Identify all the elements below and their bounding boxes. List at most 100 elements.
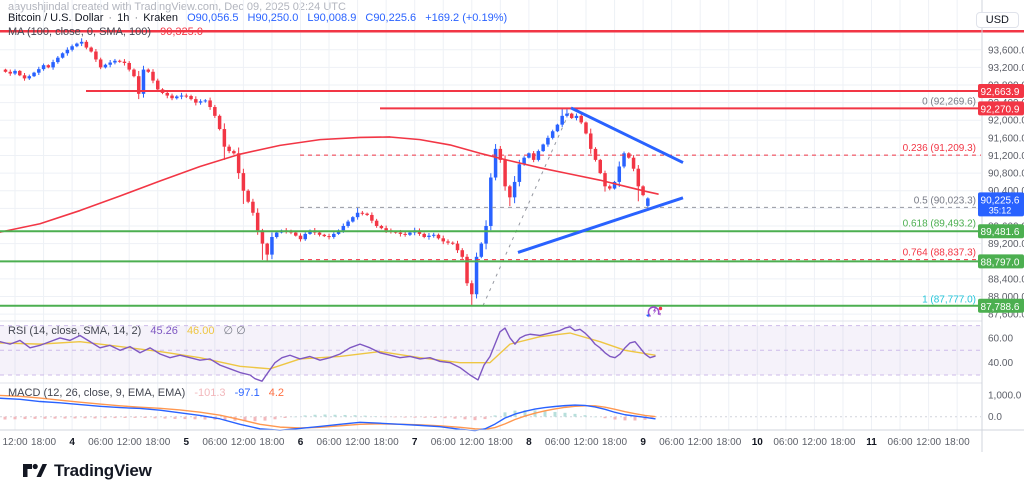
macd-hist-bar (363, 415, 367, 417)
rsi-value: 45.26 (150, 325, 178, 337)
interval-label[interactable]: 1h (117, 12, 130, 24)
time-tick-label: 06:00 (88, 437, 113, 448)
time-tick-label: 12:00 (345, 437, 370, 448)
candle-body (622, 153, 626, 167)
macd-hist-bar (603, 416, 607, 419)
price-badge-text: 90,225.6 (981, 195, 1020, 206)
candle-body (550, 131, 555, 138)
countdown-text: 35:12 (989, 205, 1012, 215)
macd-hist-bar (133, 416, 137, 418)
time-tick-label: 18:00 (716, 437, 741, 448)
macd-hist-bar (383, 416, 387, 418)
macd-hist-bar (283, 416, 287, 419)
candle-body (265, 243, 269, 255)
macd-hist-bar (433, 416, 437, 419)
time-tick-label: 06:00 (659, 437, 684, 448)
symbol-name[interactable]: Bitcoin / U.S. Dollar (8, 12, 104, 24)
macd-hist-bar (613, 416, 617, 420)
candle-body (165, 92, 170, 96)
time-tick-label: 12:00 (117, 437, 142, 448)
time-tick-label: 18:00 (488, 437, 513, 448)
macd-hist-bar (203, 416, 207, 420)
trendline (570, 106, 684, 164)
ohlc-change: +169.2 (+0.19%) (425, 12, 508, 24)
macd-hist-bar (633, 416, 637, 421)
candle-body (184, 95, 189, 97)
candle-body (631, 157, 636, 169)
candle-body (194, 99, 198, 103)
sma100-line (0, 136, 659, 233)
macd-hist-bar (623, 416, 627, 421)
macd-hist-bar (643, 416, 647, 420)
rsi-legend: RSI (14, close, SMA, 14, 2) 45.26 46.00 … (8, 324, 246, 337)
time-tick-label: 8 (526, 437, 532, 448)
macd-hist-value: -101.3 (194, 387, 226, 399)
time-tick-label: 12:00 (573, 437, 598, 448)
candle-body (398, 232, 403, 234)
candle-body (70, 46, 74, 50)
macd-signal-line (0, 394, 656, 430)
candle-body (470, 283, 474, 295)
macd-label[interactable]: MACD (12, 26, close, 9, EMA, EMA) (8, 387, 186, 399)
macd-signal-value: 4.2 (268, 387, 285, 399)
fib-label: 0.5 (90,023.3) (914, 195, 976, 206)
macd-hist-bar (113, 416, 117, 419)
macd-hist-bar (593, 416, 597, 418)
candle-body (217, 115, 222, 130)
candle-body (84, 41, 89, 48)
time-tick-label: 18:00 (830, 437, 855, 448)
candle-body (384, 228, 388, 231)
candle-body (527, 153, 531, 158)
candle-body (489, 177, 493, 226)
macd-hist-bar (573, 413, 577, 417)
candle-body (441, 238, 445, 242)
macd-hist-bar (163, 416, 167, 419)
candle-body (251, 201, 255, 213)
macd-hist-bar (323, 414, 327, 417)
time-tick-label: 18:00 (374, 437, 399, 448)
price-badge-text: 87,788.6 (981, 302, 1020, 313)
candle-body (517, 164, 522, 182)
time-tick-label: 18:00 (31, 437, 56, 448)
currency-toggle-button[interactable]: USD (975, 12, 1019, 28)
macd-hist-bar (83, 416, 87, 419)
macd-hist-bar (413, 416, 417, 418)
price-badge (978, 254, 1024, 269)
macd-hist-bar (43, 416, 47, 419)
rsi-label[interactable]: RSI (14, close, SMA, 14, 2) (8, 325, 142, 337)
chart-canvas[interactable]: 0 (92,269.6) 0.236 (91,209.3) 0.5 (90,023.… (0, 0, 1024, 452)
tradingview-brand[interactable]: TradingView (22, 460, 152, 481)
macd-hist-bar (423, 416, 427, 418)
candle-body (46, 65, 51, 68)
candle-body (274, 232, 279, 237)
rsi-extra-values: ∅ ∅ (223, 325, 246, 337)
candle-body (584, 122, 588, 134)
price-tick-label: 93,600.0 (988, 45, 1024, 56)
price-badge (978, 101, 1024, 116)
macd-hist-bar (273, 416, 277, 420)
candle-body (60, 53, 65, 58)
macd-hist-bar (183, 416, 187, 420)
macd-hist-bar (403, 416, 407, 418)
exchange-label[interactable]: Kraken (143, 12, 179, 24)
macd-tick-label: 1,000.0 (988, 391, 1022, 402)
candle-body (360, 212, 365, 214)
price-badge-text: 92,663.9 (981, 87, 1020, 98)
ohlc-low: L90,008.9 (307, 12, 357, 24)
fib-label: 1 (87,777.0) (922, 294, 976, 305)
candle-body (127, 62, 131, 70)
macd-hist-bar (223, 416, 227, 421)
ohlc-high: H90,250.0 (247, 12, 299, 24)
candle-body (108, 62, 112, 65)
rsi-line (0, 326, 656, 382)
price-badge-text: 88,797.0 (981, 257, 1020, 268)
macd-hist-bar (3, 416, 7, 420)
price-tick-label: 88,400.0 (988, 274, 1024, 285)
macd-hist-bar (503, 412, 507, 417)
time-tick-label: 12:00 (459, 437, 484, 448)
time-tick-label: 06:00 (888, 437, 913, 448)
macd-hist-bar (393, 416, 397, 418)
ma-label[interactable]: MA (100, close, 0, SMA, 100) (8, 26, 152, 38)
candle-body (408, 232, 412, 235)
candle-body (208, 100, 212, 108)
